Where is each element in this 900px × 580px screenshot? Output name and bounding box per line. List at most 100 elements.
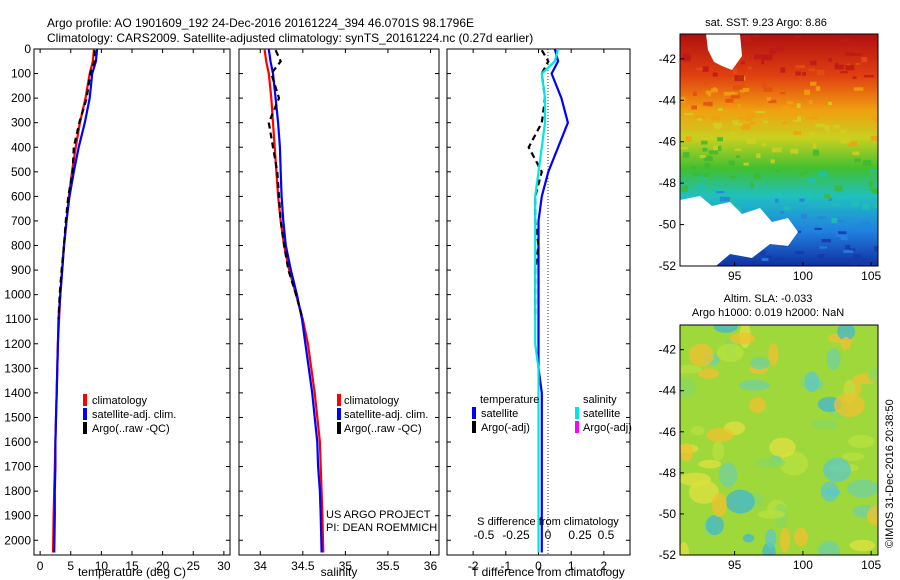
series-line bbox=[57, 50, 96, 320]
sst-texture-cell bbox=[817, 216, 826, 219]
sst-texture-cell bbox=[703, 81, 709, 85]
sst-texture-cell bbox=[697, 183, 705, 189]
legend-swatch-s-argo bbox=[575, 421, 579, 433]
sst-texture-cell bbox=[836, 220, 844, 223]
difference-panel: -2 -1 0 1 2 temperature salinity satellite A… bbox=[446, 48, 632, 579]
sst-texture-cell bbox=[873, 202, 878, 209]
sst-texture-cell bbox=[799, 198, 805, 202]
sst-texture-cell bbox=[719, 196, 730, 202]
sst-texture-cell bbox=[741, 61, 745, 65]
sst-texture-cell bbox=[831, 203, 840, 206]
sst-texture-cell bbox=[683, 152, 690, 158]
depth-tick-label: 1200 bbox=[4, 337, 31, 351]
sst-texture-cell bbox=[780, 211, 784, 214]
sst-texture-cell bbox=[803, 170, 808, 175]
sst-texture-cell bbox=[870, 136, 878, 141]
sst-texture-cell bbox=[693, 91, 697, 96]
legend-swatch-argo bbox=[83, 422, 87, 434]
sst-texture-cell bbox=[814, 227, 822, 230]
sst-texture-cell bbox=[741, 124, 751, 130]
sst-texture-cell bbox=[730, 94, 741, 99]
salinity-xlabel: salinity bbox=[321, 565, 358, 579]
sla-map-frame bbox=[679, 324, 879, 556]
sst-texture-cell bbox=[682, 53, 690, 59]
sst-texture-cell bbox=[808, 100, 813, 104]
legend-label: satellite bbox=[583, 408, 620, 420]
sst-texture-cell bbox=[745, 115, 752, 121]
sla-texture-blob bbox=[833, 393, 865, 417]
sst-texture-cell bbox=[732, 68, 738, 75]
x-tick-label: 2 bbox=[601, 559, 608, 573]
cloud-mask bbox=[680, 232, 714, 262]
sst-texture-cell bbox=[871, 115, 878, 121]
sst-texture-cell bbox=[824, 125, 830, 132]
sst-texture-cell bbox=[680, 96, 686, 103]
sst-texture-cell bbox=[718, 145, 722, 151]
sla-texture-blob bbox=[765, 528, 777, 548]
sst-texture-cell bbox=[760, 54, 769, 60]
salinity-axes bbox=[238, 48, 440, 556]
sla-texture-blob bbox=[680, 377, 696, 398]
sst-texture-cell bbox=[794, 35, 801, 38]
legend-swatch-climatology bbox=[337, 394, 341, 406]
sst-texture-cell bbox=[729, 131, 736, 135]
sst-texture-cell bbox=[861, 57, 868, 63]
sst-texture-cell bbox=[851, 201, 860, 207]
sst-texture-cell bbox=[868, 181, 874, 187]
sst-texture-cell bbox=[730, 92, 738, 96]
sla-texture-blob bbox=[725, 489, 755, 514]
sst-texture-cell bbox=[718, 108, 723, 111]
sst-texture-cell bbox=[817, 254, 825, 259]
sst-texture-cell bbox=[753, 173, 761, 179]
sst-texture-cell bbox=[814, 112, 819, 116]
sst-texture-cell bbox=[750, 121, 756, 125]
sst-texture-cell bbox=[766, 97, 771, 101]
sst-texture-cell bbox=[763, 87, 773, 92]
sst-texture-cell bbox=[781, 122, 787, 125]
sst-texture-cell bbox=[795, 71, 801, 76]
lon-tick-label: 105 bbox=[861, 269, 881, 283]
sst-texture-cell bbox=[691, 166, 696, 169]
legend-label: satellite bbox=[481, 408, 518, 420]
salinity-legend: climatology satellite-adj. clim. Argo(..… bbox=[337, 394, 428, 435]
depth-tick-label: 2000 bbox=[4, 533, 31, 547]
sst-map: sat. SST: 9.23 Argo: 8.86 -42 -44 -46 -48 -5… bbox=[659, 17, 882, 283]
sst-texture-cell bbox=[741, 80, 745, 87]
sst-texture-cell bbox=[828, 101, 832, 106]
difference-depth-ticks bbox=[447, 48, 630, 541]
sst-texture-cell bbox=[764, 54, 773, 61]
sla-texture-blob bbox=[768, 343, 779, 366]
sst-texture-cell bbox=[812, 149, 820, 156]
sla-texture-blob bbox=[823, 457, 851, 482]
credit-project: US ARGO PROJECT bbox=[326, 509, 431, 521]
sst-texture-cell bbox=[792, 116, 802, 122]
sst-texture-cell bbox=[685, 136, 692, 142]
x-tick-label: 34 bbox=[254, 559, 268, 573]
sst-texture-cell bbox=[703, 102, 708, 106]
sla-texture-blob bbox=[794, 527, 808, 547]
sst-texture-cell bbox=[707, 93, 712, 97]
sst-texture-cell bbox=[772, 147, 782, 153]
depth-tick-label: 1900 bbox=[4, 509, 31, 523]
sst-texture-cell bbox=[725, 98, 734, 103]
sla-texture-blob bbox=[680, 364, 702, 374]
x-tick-label: 1 bbox=[568, 559, 575, 573]
sst-texture-cell bbox=[743, 162, 749, 166]
sst-texture-cell bbox=[869, 169, 878, 173]
x-tick-label: -2 bbox=[468, 559, 479, 573]
sst-texture-cell bbox=[831, 218, 838, 224]
sst-texture-cell bbox=[726, 199, 735, 205]
difference-series bbox=[527, 49, 570, 553]
temperature-legend: climatology satellite-adj. clim. Argo(..… bbox=[83, 394, 176, 435]
sst-texture-cell bbox=[821, 239, 831, 243]
legend-label: satellite-adj. clim. bbox=[344, 409, 428, 421]
sla-texture-blob bbox=[820, 481, 839, 502]
sst-texture-cell bbox=[851, 263, 859, 266]
legend-swatch-s-satellite bbox=[575, 407, 579, 419]
sst-texture-cell bbox=[713, 145, 722, 151]
sla-texture-blob bbox=[713, 325, 738, 333]
temperature-xlabel: temperature (deg C) bbox=[78, 565, 186, 579]
sst-texture-cell bbox=[845, 65, 855, 71]
sst-texture-cell bbox=[761, 258, 769, 261]
sla-texture-blob bbox=[706, 428, 734, 443]
